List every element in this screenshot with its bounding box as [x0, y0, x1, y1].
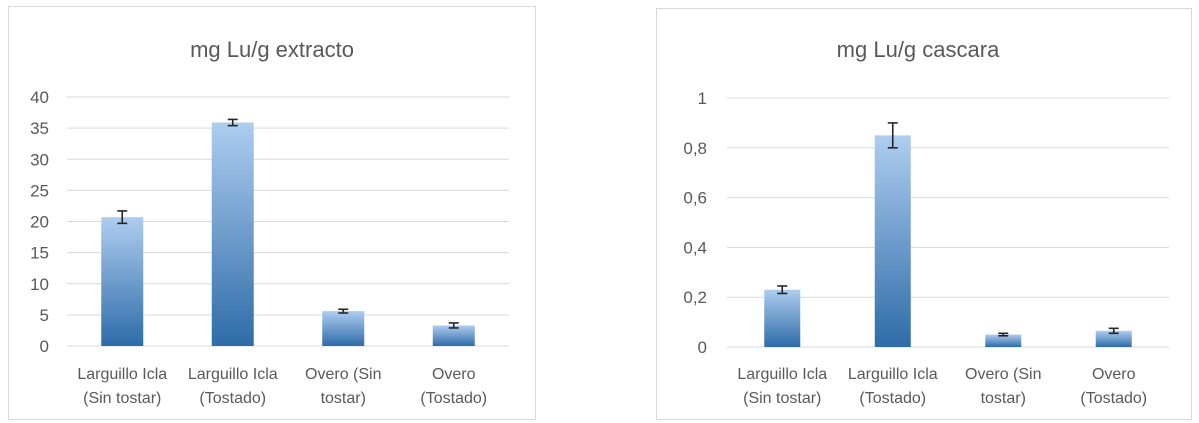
cascara-x-category-label: Overo (Tostado) [1080, 366, 1147, 407]
extracto-bar [322, 311, 365, 346]
cascara-chart-title: mg Lu/g cascara [837, 37, 1000, 62]
extracto-error-bar [117, 210, 128, 225]
extracto-bar [432, 325, 475, 346]
cascara-bar [1095, 330, 1132, 347]
cascara-error-bar [777, 285, 788, 295]
extracto-bar [211, 122, 254, 347]
cascara-y-tick-label: 0,2 [683, 288, 707, 307]
extracto-x-category-label: Overo (Sin tostar) [305, 366, 381, 407]
cascara-x-category-label: Overo (Sin tostar) [965, 366, 1041, 407]
chart-extracto: mg Lu/g extracto 0 5 10 15 20 25 30 35 40 Larguill… [8, 6, 536, 420]
extracto-y-tick-label: 15 [30, 244, 49, 263]
cascara-error-bar [887, 122, 898, 149]
extracto-chart-title: mg Lu/g extracto [190, 37, 354, 62]
cascara-y-tick-label: 0 [698, 338, 707, 357]
extracto-x-category-label: Larguillo Icla (Sin tostar) [77, 366, 167, 407]
extracto-y-tick-label: 5 [40, 306, 49, 325]
cascara-x-category-label: Larguillo Icla (Sin tostar) [737, 366, 827, 407]
cascara-bar [985, 334, 1022, 347]
chart-cascara-svg: mg Lu/g cascara 0 0,2 0,4 0,6 0,8 1 Larguillo I… [683, 37, 1169, 407]
cascara-error-bar [1108, 327, 1119, 335]
cascara-x-category-label: Larguillo Icla (Tostado) [848, 366, 938, 407]
extracto-y-tick-label: 40 [30, 88, 49, 107]
extracto-y-tick-label: 25 [30, 181, 49, 200]
extracto-x-category-label: Overo (Tostado) [420, 366, 487, 407]
cascara-y-tick-label: 0,6 [683, 189, 707, 208]
extracto-error-bar [338, 308, 349, 314]
cascara-bar [764, 289, 801, 347]
cascara-bar [874, 135, 911, 347]
extracto-x-category-label: Larguillo Icla (Tostado) [188, 366, 278, 407]
extracto-y-tick-label: 10 [30, 275, 49, 294]
cascara-error-bar [998, 332, 1009, 337]
cascara-y-tick-label: 0,4 [683, 238, 707, 257]
chart-extracto-svg: mg Lu/g extracto 0 5 10 15 20 25 30 35 40 Larguill… [30, 37, 509, 407]
extracto-y-tick-label: 20 [30, 213, 49, 232]
cascara-y-tick-label: 0,8 [683, 139, 707, 158]
extracto-y-tick-label: 0 [40, 337, 49, 356]
chart-cascara: mg Lu/g cascara 0 0,2 0,4 0,6 0,8 1 Larguillo I… [656, 8, 1192, 420]
extracto-bar [101, 217, 144, 346]
cascara-y-tick-label: 1 [698, 89, 707, 108]
extracto-y-tick-label: 30 [30, 150, 49, 169]
extracto-error-bar [227, 118, 238, 127]
extracto-error-bar [448, 322, 459, 329]
extracto-y-tick-label: 35 [30, 119, 49, 138]
